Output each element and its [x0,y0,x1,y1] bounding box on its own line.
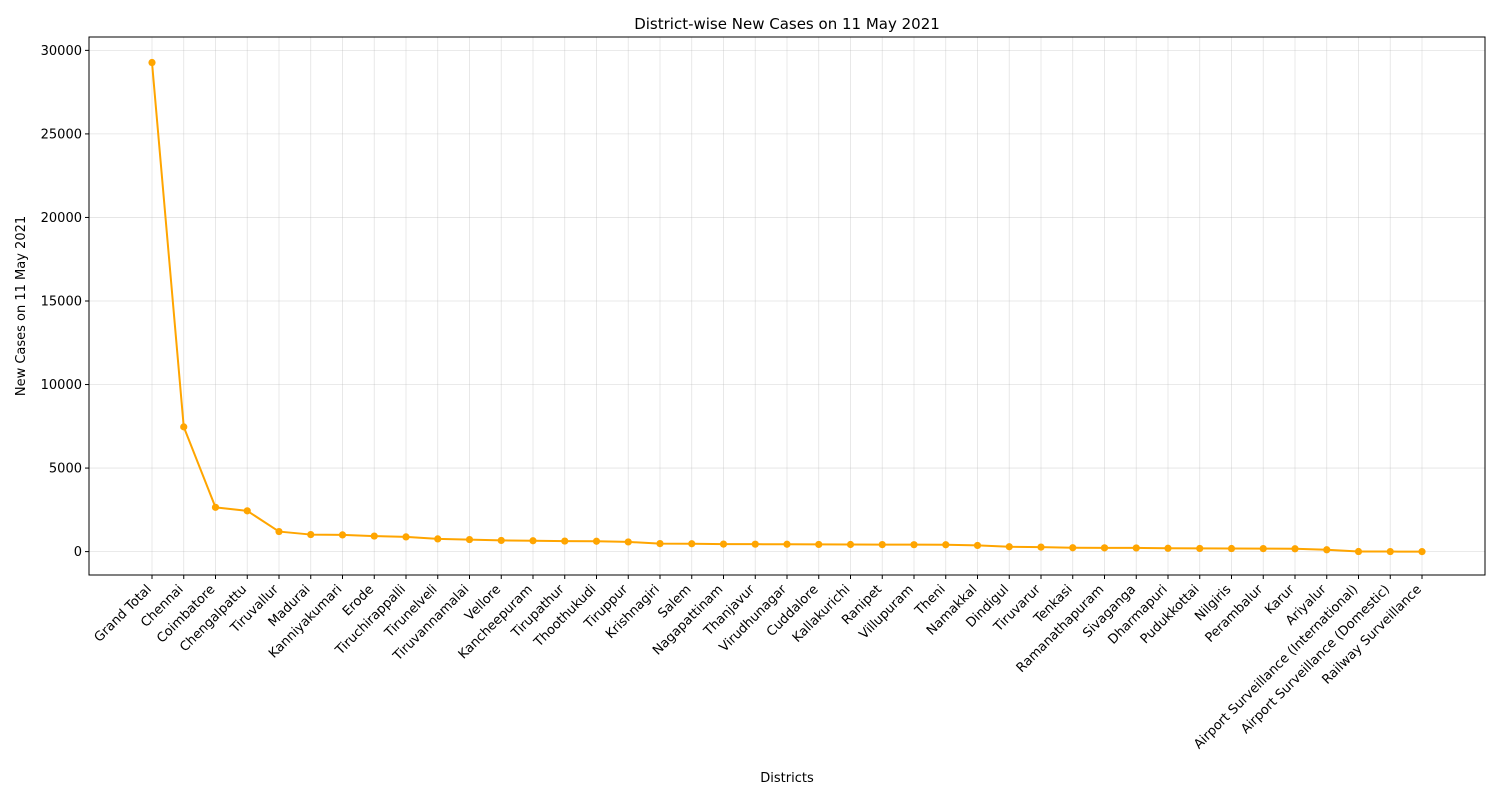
data-point [1418,548,1426,556]
data-point [1100,544,1109,552]
data-point [592,537,601,545]
grid-layer [89,37,1485,575]
data-point [402,533,410,541]
y-tick-label: 15000 [41,294,82,309]
y-tick-label: 0 [74,545,82,560]
data-point [1005,543,1013,551]
data-point [1354,547,1363,556]
data-point [815,540,823,549]
data-point [307,530,315,539]
data-point [973,541,982,550]
data-point [1227,544,1236,553]
data-point [656,539,664,548]
y-axis: 0 5000 10000 15000 20000 25000 30000 [41,44,89,560]
x-axis: Grand TotalChennaiCoimbatoreChengalpattu… [92,575,1425,752]
data-point [180,423,188,431]
data-point [148,58,156,67]
data-point [719,540,728,548]
y-axis-label: New Cases on 11 May 2021 [14,216,29,396]
y-tick-label: 25000 [41,127,82,142]
chart-title: District-wise New Cases on 11 May 2021 [634,15,940,33]
data-point [1259,545,1267,553]
data-point [1291,545,1299,553]
data-point [783,540,791,548]
data-point [370,532,378,540]
data-point [688,540,696,548]
data-point [465,535,474,544]
y-tick-label: 5000 [49,462,82,477]
data-point [1069,544,1077,552]
y-tick-label: 20000 [41,211,82,226]
data-point [624,538,632,546]
data-point [751,540,759,548]
data-point [1386,547,1394,556]
data-point [1037,543,1045,551]
data-point [878,540,886,549]
data-point [1323,546,1331,554]
x-axis-label: Districts [760,771,814,786]
data-point [1132,544,1140,552]
data-point [910,541,918,549]
y-tick-label: 10000 [41,378,82,393]
data-point [497,536,505,545]
data-point [243,507,251,515]
data-point [211,503,220,511]
data-point [942,541,950,549]
data-point [275,527,283,536]
data-point [1164,544,1172,552]
data-point [846,540,855,549]
axes-frame [88,36,1486,576]
data-point [529,537,537,545]
data-point [561,537,569,545]
data-point [338,531,347,539]
data-points-layer [148,58,1426,556]
y-tick-label: 30000 [41,44,82,59]
data-point [1196,544,1204,553]
data-point [434,535,442,543]
